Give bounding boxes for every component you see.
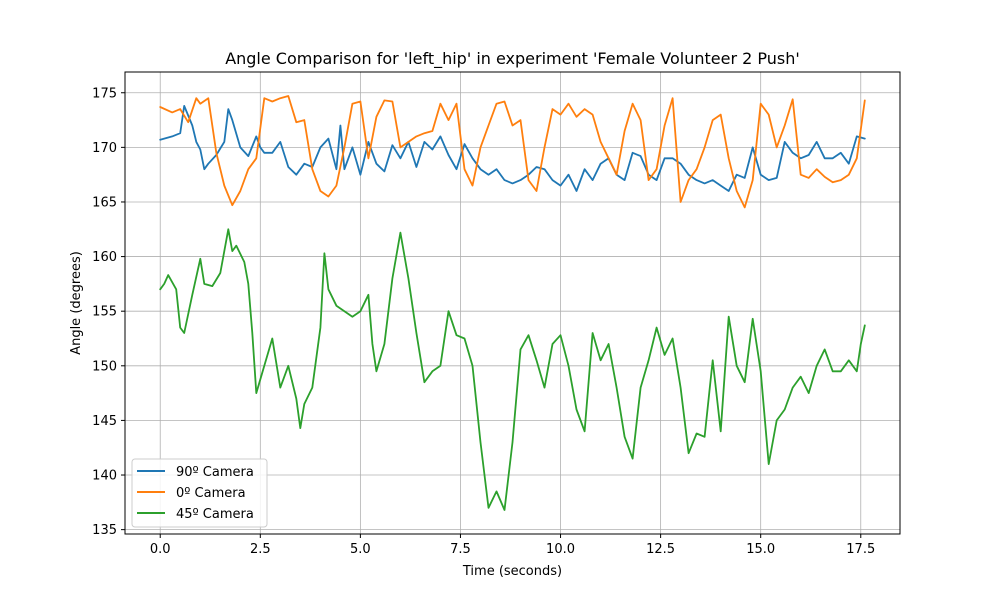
y-tick-label: 170 bbox=[92, 141, 117, 156]
y-tick-label: 150 bbox=[92, 359, 117, 374]
series-group bbox=[159, 95, 866, 511]
plot-frame bbox=[124, 71, 901, 535]
x-tick-label: 10.0 bbox=[546, 542, 575, 557]
chart-title: Angle Comparison for 'left_hip' in exper… bbox=[225, 49, 800, 69]
y-tick-label: 160 bbox=[92, 250, 117, 265]
series-line-1 bbox=[159, 95, 866, 209]
y-tick-label: 175 bbox=[92, 86, 117, 101]
x-tick-label: 15.0 bbox=[746, 542, 775, 557]
y-tick-label: 140 bbox=[92, 469, 117, 484]
y-tick-label: 135 bbox=[92, 523, 117, 538]
x-axis-label: Time (seconds) bbox=[462, 564, 562, 579]
x-tick-label: 0.0 bbox=[150, 542, 171, 557]
legend-label-0-camera: 0º Camera bbox=[176, 486, 246, 501]
legend-box bbox=[131, 458, 268, 528]
y-axis: 135 140 145 150 155 160 165 170 175 bbox=[92, 86, 125, 538]
x-tick-label: 12.5 bbox=[646, 542, 675, 557]
y-axis-label: Angle (degrees) bbox=[69, 251, 84, 355]
x-tick-label: 5.0 bbox=[350, 542, 371, 557]
y-tick-label: 155 bbox=[92, 305, 117, 320]
x-tick-label: 17.5 bbox=[846, 542, 875, 557]
x-axis: 0.0 2.5 5.0 7.5 10.0 12.5 15.0 17.5 bbox=[150, 534, 875, 557]
legend: 90º Camera 0º Camera 45º Camera bbox=[131, 458, 268, 528]
legend-label-90-camera: 90º Camera bbox=[176, 465, 254, 480]
x-tick-label: 7.5 bbox=[450, 542, 471, 557]
y-tick-label: 145 bbox=[92, 414, 117, 429]
series-line-2 bbox=[159, 228, 866, 511]
legend-label-45-camera: 45º Camera bbox=[176, 507, 254, 522]
x-tick-label: 2.5 bbox=[250, 542, 271, 557]
y-tick-label: 165 bbox=[92, 195, 117, 210]
